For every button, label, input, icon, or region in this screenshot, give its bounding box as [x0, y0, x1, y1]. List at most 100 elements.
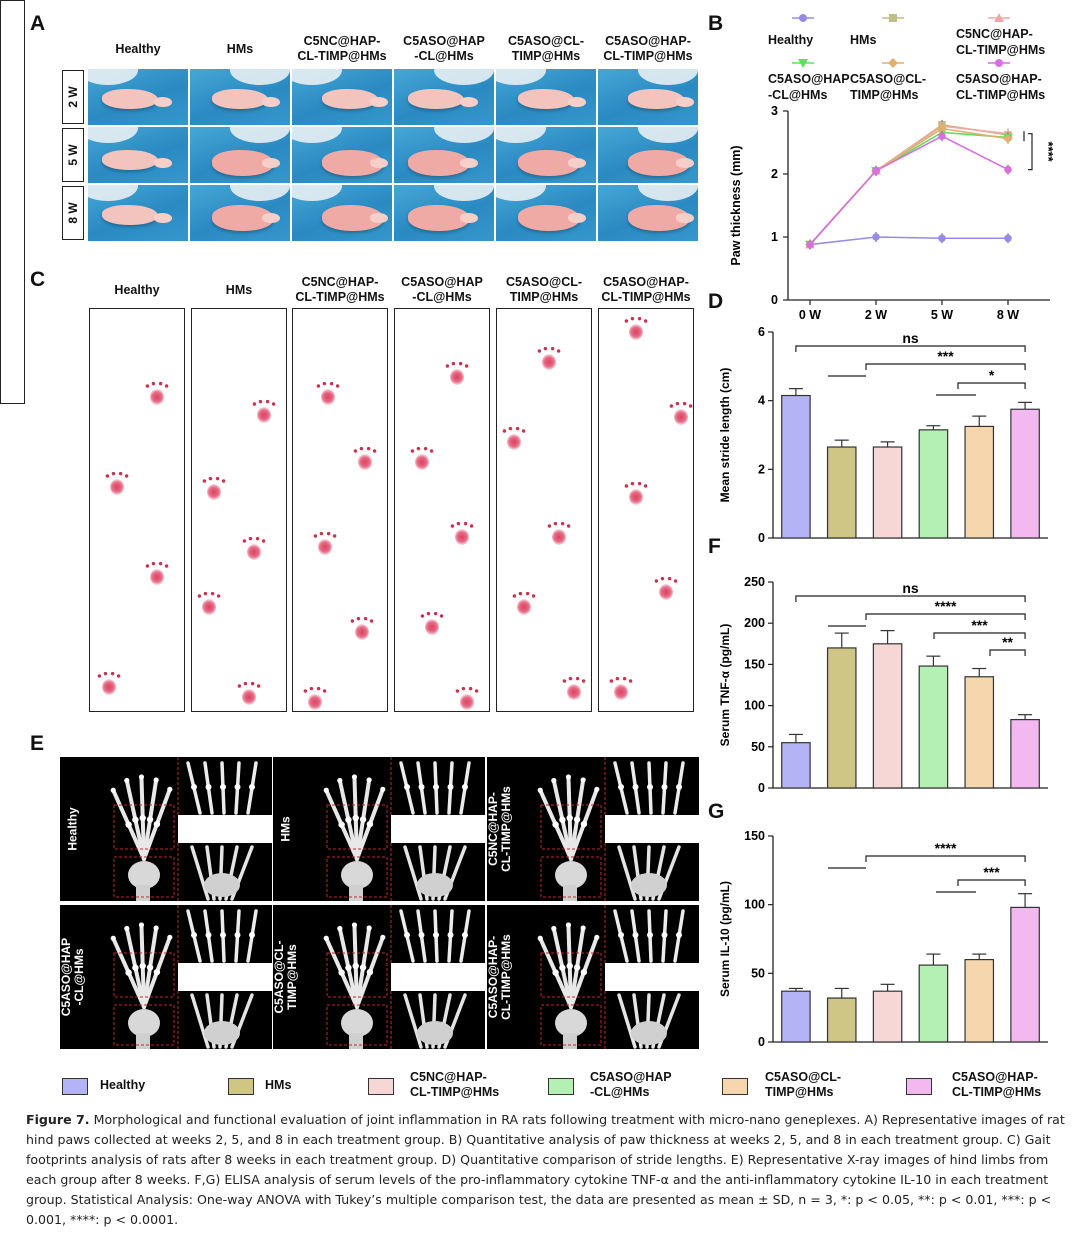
x-tick-label: 5 W	[931, 308, 953, 320]
legend-swatch	[722, 1078, 748, 1095]
paw-photo	[393, 184, 495, 242]
joint	[551, 777, 557, 784]
bar	[872, 990, 903, 1043]
tarsal	[341, 1009, 373, 1037]
footprint	[353, 447, 377, 470]
x-tick-label: 2 W	[865, 308, 887, 320]
fur-shape	[638, 185, 698, 201]
paw-shape	[102, 150, 158, 170]
xray-drawing	[537, 905, 699, 1049]
legend-line: CL-TIMP@HMs	[952, 1085, 1042, 1099]
header-line: TIMP@HMs	[511, 49, 581, 63]
tibia	[563, 1033, 577, 1049]
fur-shape	[434, 69, 494, 85]
y-tick-label: 2	[758, 462, 765, 476]
fur-shape	[496, 127, 546, 143]
fur-shape	[88, 69, 138, 85]
joint	[323, 935, 329, 941]
roi-box	[326, 952, 388, 998]
zoom-joint	[249, 932, 255, 938]
data-point	[938, 234, 946, 243]
significance-bracket	[795, 345, 1026, 352]
joint	[352, 814, 359, 822]
significance-stars: ****	[1041, 142, 1056, 163]
footprint	[197, 592, 221, 615]
footprint-column	[496, 308, 592, 712]
paw-photo	[597, 184, 699, 242]
data-point	[888, 58, 898, 68]
zoom-joint	[418, 932, 425, 938]
joint	[351, 774, 358, 780]
joint	[351, 922, 358, 928]
footprint	[202, 477, 226, 500]
data-point	[798, 59, 808, 68]
joint	[552, 821, 559, 828]
header-line: C5ASO@HAP	[403, 34, 485, 48]
zoom-bone	[190, 845, 210, 901]
tibia	[349, 1033, 363, 1049]
panel-a-header-2: C5NC@HAP- CL-TIMP@HMs	[291, 34, 393, 64]
zoom-tarsal	[631, 1021, 667, 1045]
data-point	[806, 240, 814, 249]
panel-f-label: F	[708, 535, 721, 558]
legend-label: Healthy	[768, 33, 813, 47]
footprint-column	[598, 308, 694, 712]
zoom-joint	[191, 784, 197, 790]
zoom-joint	[404, 784, 410, 790]
joint	[125, 821, 132, 828]
panel-a-header-0: Healthy	[87, 42, 189, 57]
header-line: CL-TIMP@HMs	[603, 49, 693, 63]
fur-shape	[434, 127, 494, 143]
significance-bracket	[865, 855, 1026, 862]
fur-shape	[88, 185, 138, 201]
joint	[146, 816, 154, 823]
zoom-bone	[617, 845, 637, 901]
zoom-joint	[647, 932, 653, 938]
legend-label: C5ASO@HAP	[768, 72, 850, 86]
paw-photo	[291, 184, 393, 242]
header-line: CL-TIMP@HMs	[297, 49, 387, 63]
joint	[380, 934, 386, 940]
joint	[153, 820, 161, 828]
tibia	[136, 885, 150, 901]
joint	[139, 814, 146, 822]
joint	[573, 964, 581, 971]
significance-label: ****	[935, 598, 957, 614]
legend-label: C5ASO@HAP-	[956, 72, 1042, 86]
panel-c-header-4: C5ASO@CL- TIMP@HMs	[492, 275, 596, 305]
joint	[565, 922, 572, 928]
zoom-joint	[661, 932, 668, 938]
joint	[366, 925, 372, 931]
footprint	[410, 447, 434, 470]
toe-shape	[370, 97, 388, 107]
legend-line: C5ASO@CL-	[765, 1070, 842, 1084]
series-line	[809, 125, 1009, 246]
data-point	[1004, 234, 1012, 243]
y-tick-label: 0	[758, 1035, 765, 1049]
panel-e-label: E	[30, 732, 45, 755]
fur-shape	[292, 185, 342, 201]
toe-shape	[676, 213, 694, 223]
joint	[153, 777, 159, 783]
paw-photo	[87, 68, 189, 126]
toe-shape	[460, 97, 478, 107]
zoom-joint	[433, 784, 439, 790]
panel-a-header-1: HMs	[189, 42, 291, 57]
y-tick-label: 0	[771, 293, 778, 307]
joint	[594, 934, 600, 940]
panel-a-row-label: 8 W	[62, 186, 84, 240]
y-tick-label: 0	[758, 531, 765, 545]
toe-shape	[370, 158, 388, 168]
paw-shape	[408, 205, 470, 231]
footprint-column	[191, 308, 287, 712]
panel-c-header-5: C5ASO@HAP- CL-TIMP@HMs	[594, 275, 698, 305]
panel-a-row-label: 2 W	[62, 70, 84, 124]
xray-block: C5ASO@HAP -CL@HMs	[60, 905, 272, 1049]
xray-block: C5ASO@CL- TIMP@HMs	[273, 905, 485, 1049]
joint	[352, 962, 359, 970]
significance-bracket	[957, 879, 1026, 886]
y-axis-label: Serum IL-10 (pg/mL)	[718, 881, 732, 997]
footprint-column	[394, 308, 490, 712]
series-line	[809, 124, 1009, 246]
footprint	[624, 482, 648, 505]
